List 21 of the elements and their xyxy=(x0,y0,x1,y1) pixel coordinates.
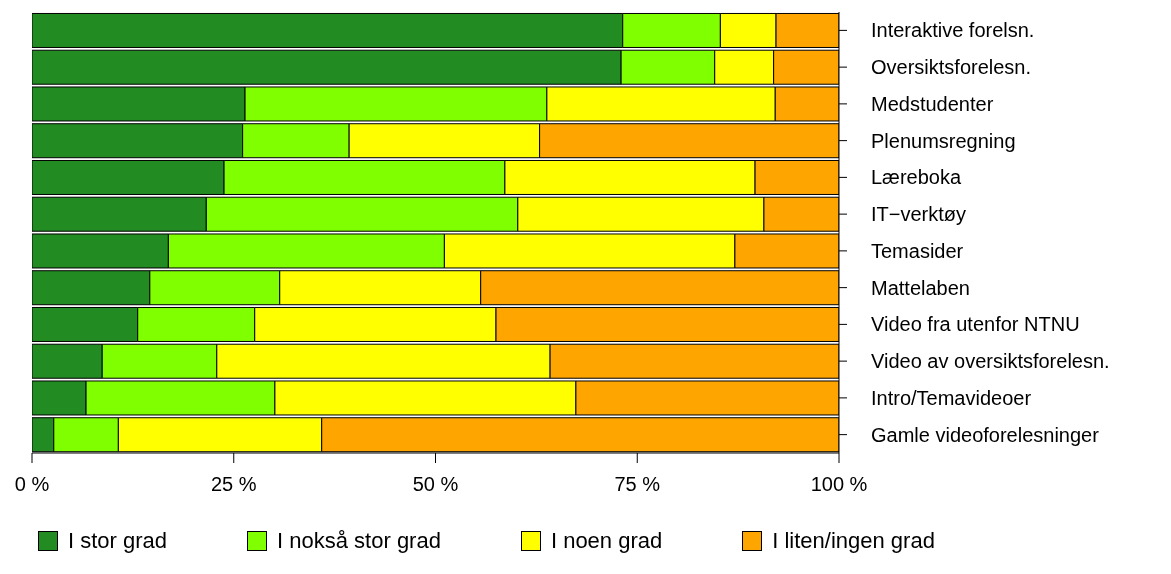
x-tick-label: 50 % xyxy=(412,473,459,496)
y-tick-label: Medstudenter xyxy=(871,92,994,115)
legend-label: I liten/ingen grad xyxy=(772,528,935,554)
y-tick-label: Mattelaben xyxy=(871,276,970,299)
y-tick-label: Gamle videoforelesninger xyxy=(871,423,1100,446)
y-tick-label: IT−verktøy xyxy=(871,203,967,226)
y-tick-label: Oversiktsforelesn. xyxy=(871,56,1032,79)
y-tick-label: Temasider xyxy=(871,239,964,262)
legend-label: I nokså stor grad xyxy=(277,528,441,554)
y-tick-label: Plenumsregning xyxy=(871,129,1016,152)
y-tick-label: Læreboka xyxy=(871,166,962,189)
x-tick-label: 0 % xyxy=(14,473,50,496)
y-tick-label: Intro/Temavideoer xyxy=(871,386,1032,409)
y-tick-label: Video av oversiktsforelesn. xyxy=(871,350,1110,373)
x-tick-label: 75 % xyxy=(614,473,661,496)
x-tick-label: 25 % xyxy=(210,473,257,496)
legend-label: I stor grad xyxy=(68,528,168,554)
y-tick-label: Video fra utenfor NTNU xyxy=(871,313,1080,336)
x-tick-label: 100 % xyxy=(810,473,868,496)
y-tick-label: Interaktive forelsn. xyxy=(871,19,1035,42)
legend-label: I noen grad xyxy=(550,528,663,554)
